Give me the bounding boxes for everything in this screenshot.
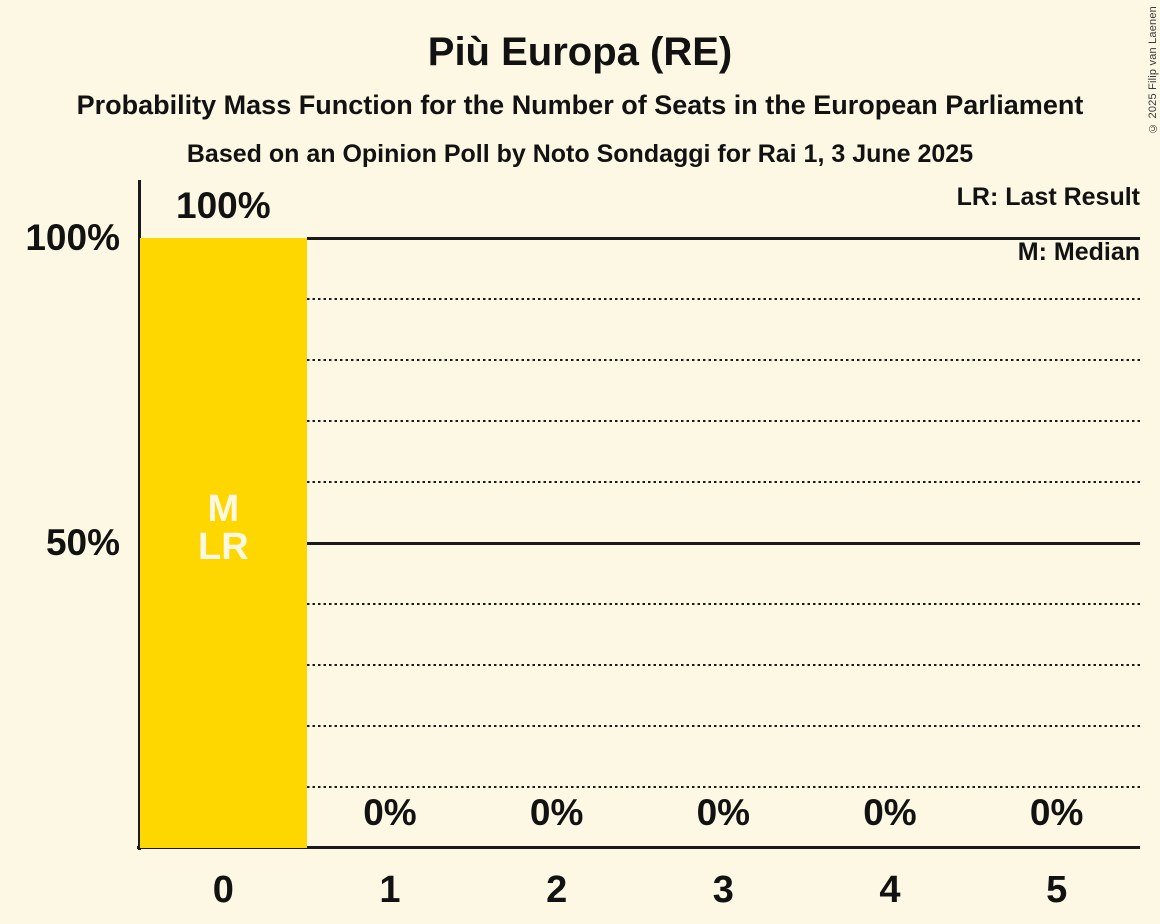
x-axis-line xyxy=(137,846,1140,849)
bar-value-label-5: 0% xyxy=(1029,792,1084,833)
gridline-dotted-30 xyxy=(306,663,1140,667)
x-tick-label-4: 4 xyxy=(879,869,901,911)
x-tick-label-2: 2 xyxy=(546,869,568,911)
gridline-dotted-20 xyxy=(306,724,1140,728)
gridline-solid-50 xyxy=(306,541,1140,545)
bar-value-label-3: 0% xyxy=(696,792,751,833)
bar-value-label-0: 100% xyxy=(176,185,271,226)
gridline-dotted-70 xyxy=(306,419,1140,423)
gridline-dotted-60 xyxy=(306,480,1140,484)
legend-median: M: Median xyxy=(1017,238,1140,266)
x-tick-label-1: 1 xyxy=(379,869,401,911)
legend-last-result: LR: Last Result xyxy=(956,183,1140,211)
y-axis-label-100: 100% xyxy=(25,217,120,258)
chart-source-line: Based on an Opinion Poll by Noto Sondagg… xyxy=(186,140,974,168)
bar-seats-0 xyxy=(140,238,307,848)
bar-value-label-4: 0% xyxy=(863,792,917,833)
chart-subtitle: Probability Mass Function for the Number… xyxy=(76,90,1084,120)
gridline-solid-100 xyxy=(306,236,1140,240)
chart-title: Più Europa (RE) xyxy=(427,30,733,74)
gridline-dotted-90 xyxy=(306,297,1140,301)
x-tick-label-5: 5 xyxy=(1046,869,1068,911)
annotation-line-lr: LR xyxy=(198,526,249,568)
annotation-line-m: M xyxy=(207,488,240,530)
gridline-dotted-40 xyxy=(306,602,1140,606)
x-tick-label-3: 3 xyxy=(712,869,734,911)
median-last-result-label: M LR xyxy=(140,490,307,566)
x-tick-label-0: 0 xyxy=(212,869,234,911)
gridline-dotted-80 xyxy=(306,358,1140,362)
y-axis-label-50: 50% xyxy=(45,522,120,563)
gridline-dotted-10 xyxy=(306,785,1140,789)
y-axis-line xyxy=(138,180,141,850)
bar-value-label-1: 0% xyxy=(363,792,417,833)
bar-value-label-2: 0% xyxy=(529,792,584,833)
